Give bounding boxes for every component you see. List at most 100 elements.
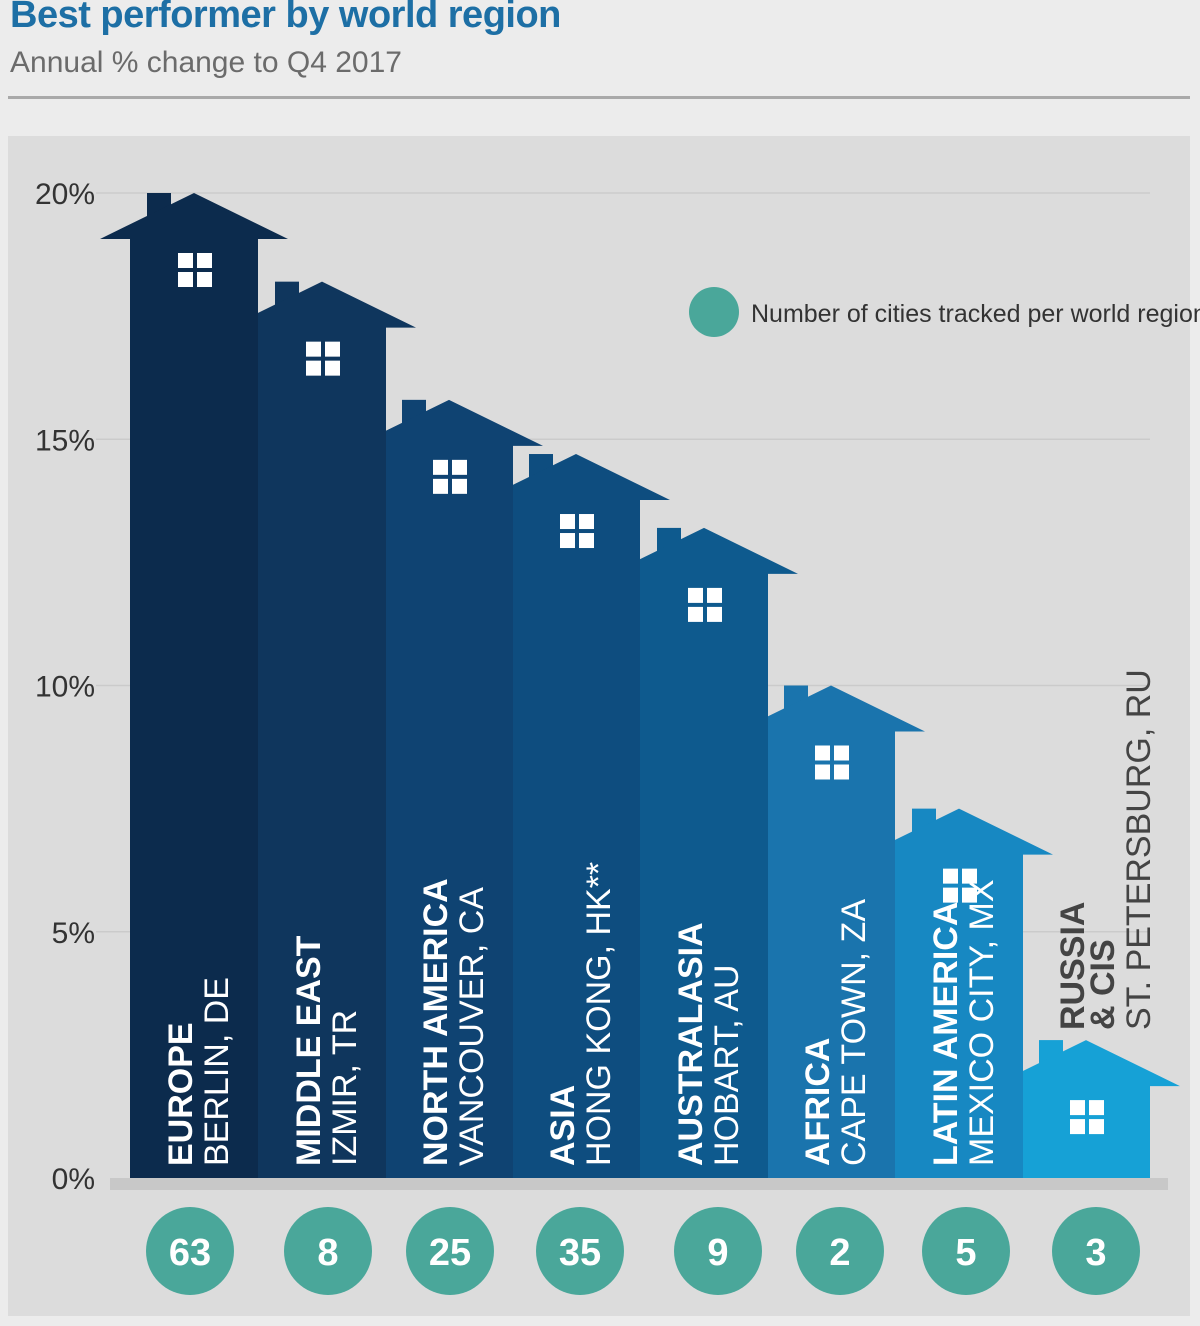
window-pane bbox=[325, 341, 340, 357]
window-pane bbox=[834, 745, 849, 761]
city-label: BERLIN, DE bbox=[198, 977, 236, 1166]
window-pane bbox=[815, 764, 830, 780]
window-pane bbox=[943, 868, 958, 884]
window-icon bbox=[1070, 1100, 1104, 1135]
window-pane bbox=[1070, 1100, 1085, 1116]
window-pane bbox=[452, 478, 467, 494]
house-body bbox=[482, 454, 670, 1178]
window-pane bbox=[1089, 1119, 1104, 1135]
window-pane bbox=[579, 514, 594, 530]
chart-title: Best performer by world region bbox=[10, 0, 561, 36]
city-count: 5 bbox=[922, 1207, 1010, 1295]
house-bar bbox=[355, 399, 543, 1179]
count-value: 35 bbox=[559, 1232, 601, 1274]
count-circle bbox=[406, 1207, 494, 1295]
city-count: 3 bbox=[1052, 1207, 1140, 1295]
window-icon bbox=[433, 459, 467, 494]
house-bar bbox=[100, 193, 288, 1178]
house-body bbox=[228, 281, 416, 1178]
city-count: 2 bbox=[796, 1207, 884, 1295]
city-label: CAPE TOWN, ZA bbox=[835, 899, 873, 1166]
window-pane bbox=[834, 764, 849, 780]
y-tick-label: 10% bbox=[35, 671, 95, 704]
window-pane bbox=[433, 459, 448, 475]
window-pane bbox=[815, 745, 830, 761]
house-bar bbox=[865, 808, 1053, 1178]
window-pane bbox=[178, 253, 193, 268]
house-body bbox=[737, 685, 925, 1178]
count-value: 63 bbox=[169, 1232, 211, 1274]
city-count-circles: 63 8 25 35 9 2 5 3 bbox=[146, 1207, 1140, 1295]
house-body bbox=[992, 1040, 1180, 1178]
window-icon bbox=[815, 745, 849, 780]
window-pane bbox=[688, 606, 703, 622]
y-tick-label: 5% bbox=[52, 917, 95, 950]
house-body bbox=[865, 808, 1053, 1178]
y-axis: 0% 5% 10% 15% 20% bbox=[35, 178, 1168, 1196]
region-label: RUSSIA bbox=[1054, 902, 1092, 1030]
window-pane bbox=[962, 887, 977, 903]
count-value: 3 bbox=[1085, 1232, 1106, 1274]
chart-subtitle: Annual % change to Q4 2017 bbox=[10, 46, 402, 79]
count-circle bbox=[536, 1207, 624, 1295]
window-pane bbox=[433, 478, 448, 494]
region-label: NORTH AMERICA bbox=[417, 878, 455, 1166]
window-pane bbox=[452, 459, 467, 475]
city-label: HONG KONG, HK** bbox=[580, 862, 618, 1166]
y-tick-label: 20% bbox=[35, 178, 95, 211]
city-label: MEXICO CITY, MX bbox=[963, 879, 1001, 1166]
count-circle bbox=[284, 1207, 372, 1295]
window-icon bbox=[688, 587, 722, 622]
house-body bbox=[100, 193, 288, 1178]
window-pane bbox=[579, 533, 594, 549]
count-circle bbox=[146, 1207, 234, 1295]
title-divider bbox=[8, 96, 1190, 99]
window-pane bbox=[325, 360, 340, 376]
count-value: 5 bbox=[955, 1232, 976, 1274]
window-pane bbox=[1070, 1119, 1085, 1135]
region-label: MIDDLE EAST bbox=[290, 935, 328, 1166]
window-pane bbox=[178, 272, 193, 287]
count-value: 25 bbox=[429, 1232, 471, 1274]
count-circle bbox=[922, 1207, 1010, 1295]
city-label: VANCOUVER, CA bbox=[453, 887, 491, 1166]
window-pane bbox=[707, 587, 722, 603]
window-icon bbox=[943, 868, 977, 903]
count-circle bbox=[674, 1207, 762, 1295]
window-pane bbox=[560, 514, 575, 530]
window-pane bbox=[560, 533, 575, 549]
window-pane bbox=[707, 606, 722, 622]
region-label: AUSTRALASIA bbox=[672, 922, 710, 1166]
window-pane bbox=[197, 272, 212, 287]
count-circle bbox=[1052, 1207, 1140, 1295]
legend: Number of cities tracked per world regio… bbox=[689, 287, 1200, 337]
region-label: EUROPE bbox=[162, 1022, 200, 1166]
window-pane bbox=[1089, 1100, 1104, 1116]
bars bbox=[100, 193, 1180, 1179]
city-count: 8 bbox=[284, 1207, 372, 1295]
x-axis-baseline bbox=[110, 1178, 1168, 1190]
y-tick-label: 0% bbox=[52, 1163, 95, 1196]
house-bar bbox=[228, 281, 416, 1178]
count-circle bbox=[796, 1207, 884, 1295]
window-pane bbox=[962, 868, 977, 884]
count-value: 2 bbox=[829, 1232, 850, 1274]
city-count: 63 bbox=[146, 1207, 234, 1295]
house-bar bbox=[482, 454, 670, 1178]
house-bar bbox=[610, 527, 798, 1178]
count-value: 9 bbox=[707, 1232, 728, 1274]
legend-marker bbox=[689, 287, 739, 337]
count-value: 8 bbox=[317, 1232, 338, 1274]
region-label: LATIN AMERICA bbox=[927, 902, 965, 1166]
region-label: ASIA bbox=[544, 1085, 582, 1166]
window-pane bbox=[197, 253, 212, 268]
window-pane bbox=[306, 341, 321, 357]
window-icon bbox=[306, 341, 340, 376]
city-label: IZMIR, TR bbox=[326, 1010, 364, 1166]
window-icon bbox=[560, 514, 594, 549]
house-bar bbox=[992, 1040, 1180, 1178]
window-icon bbox=[178, 253, 212, 287]
city-label: HOBART, AU bbox=[708, 964, 746, 1166]
